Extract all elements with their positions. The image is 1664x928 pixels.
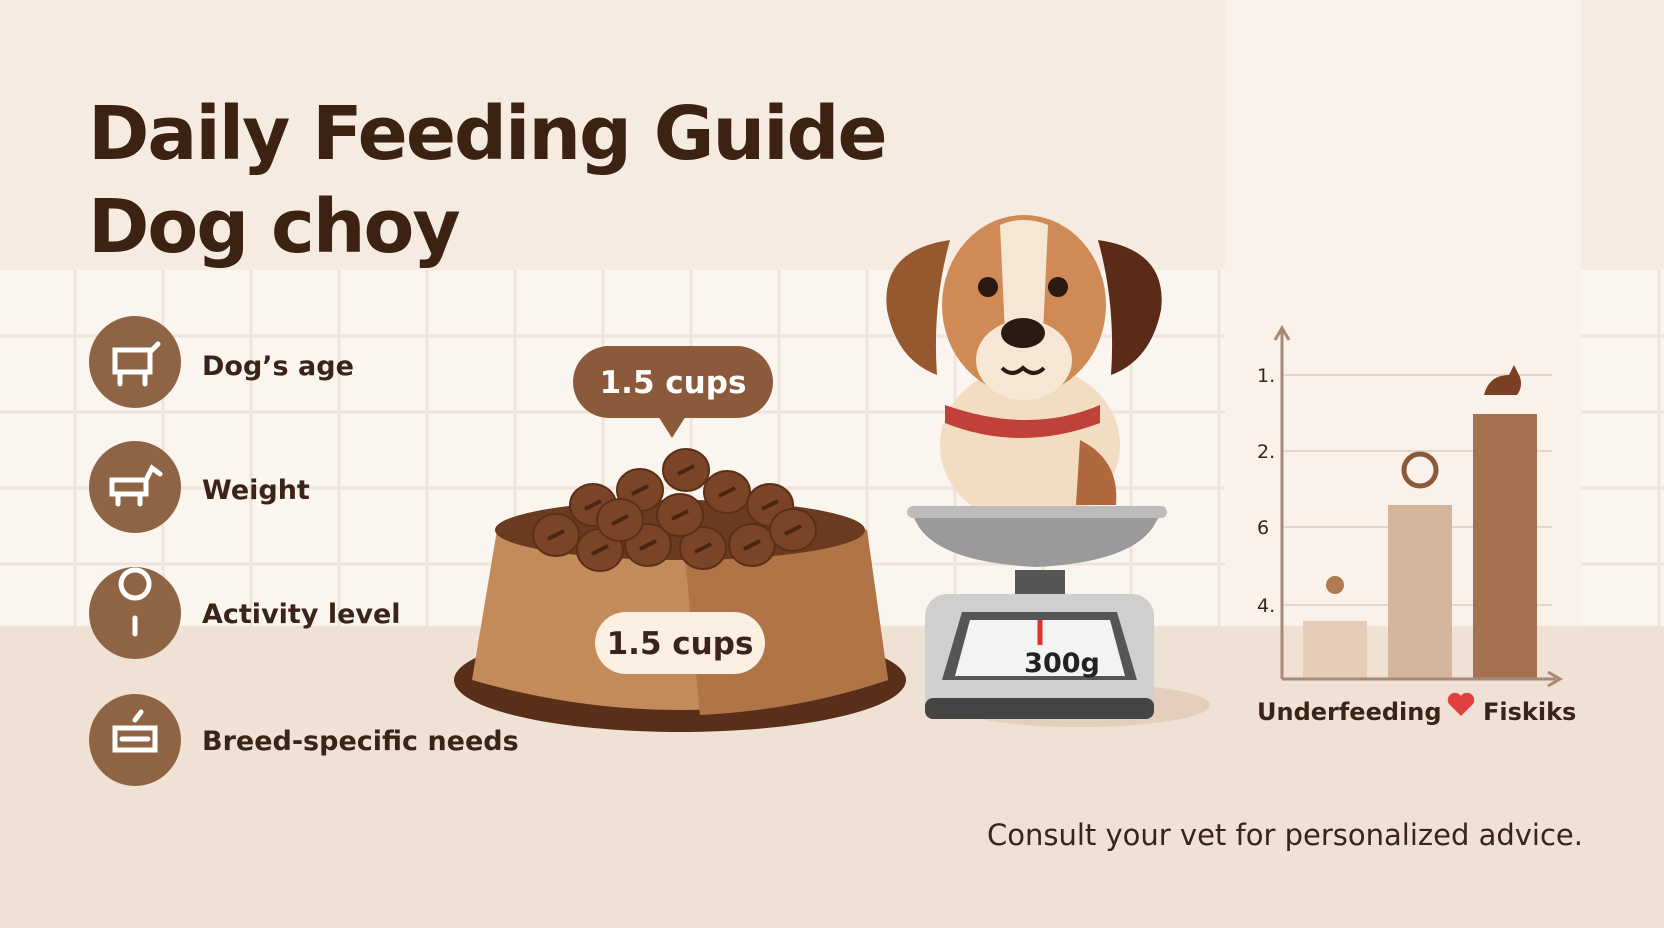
scale-reading: 300g	[1024, 648, 1100, 679]
scale-window	[955, 620, 1125, 676]
kibble-groove	[718, 486, 736, 498]
scale-pan	[909, 508, 1164, 567]
factor-label: Dog’s age	[202, 351, 354, 382]
axis-label: 6	[1257, 517, 1269, 539]
subtitle: Dog choy	[88, 184, 459, 270]
scale-foot	[925, 698, 1154, 719]
kibble-groove	[761, 499, 779, 511]
chart-bowl-icon	[1401, 451, 1439, 489]
dog-ear-left	[886, 240, 950, 375]
dog-body	[940, 365, 1120, 525]
glyph-activity	[118, 567, 152, 637]
kibble-groove	[671, 509, 689, 521]
dog-mouth	[1000, 365, 1046, 375]
bowl-label: 1.5 cups	[607, 626, 754, 662]
axis-label: 2.	[1257, 441, 1275, 463]
chart-bar	[1303, 621, 1367, 679]
glyph-weight	[109, 464, 163, 507]
footer-note: Consult your vet for personalized advice…	[987, 818, 1583, 852]
kibble-groove	[784, 524, 802, 536]
bowl-label-pill	[595, 612, 765, 674]
dog-ear-right	[1098, 240, 1162, 375]
legend-label: Underfeeding	[1257, 698, 1442, 726]
factor-label: Activity level	[202, 599, 401, 630]
glyph-age	[112, 341, 161, 387]
kibble-groove	[591, 544, 609, 556]
dog-eye	[978, 277, 998, 297]
kibble-groove	[743, 539, 761, 551]
dog-collar	[945, 405, 1100, 438]
dog-muzzle	[976, 320, 1072, 400]
legend-label: Fiskiks	[1483, 698, 1576, 726]
chart-dog-icon	[1484, 365, 1521, 395]
factor-label: Weight	[202, 475, 310, 506]
legend-heart	[1447, 692, 1475, 716]
glyph-breed	[112, 709, 158, 753]
kibble-groove	[547, 529, 565, 541]
chart-bar	[1473, 414, 1537, 679]
chart-bar	[1388, 505, 1452, 679]
bubble-tail	[658, 416, 686, 438]
icon-weight	[89, 441, 181, 533]
axis-label: 1.	[1257, 365, 1275, 387]
chart-axes	[1273, 325, 1563, 688]
bubble-label: 1.5 cups	[600, 365, 747, 401]
dog-nose	[1001, 318, 1045, 348]
scale-pan-rim	[907, 506, 1167, 518]
kibble-pile	[532, 448, 817, 572]
title: Daily Feeding Guide	[88, 91, 886, 177]
kibble-groove	[631, 484, 649, 496]
kibble-groove	[611, 514, 629, 526]
x-axis	[1282, 670, 1563, 688]
dog-spot	[1076, 440, 1117, 505]
dog-eye	[1048, 277, 1068, 297]
axis-label: 4.	[1257, 595, 1275, 617]
portion-bubble	[573, 346, 773, 418]
icon-activity	[89, 567, 181, 659]
factor-label: Breed-specific needs	[202, 726, 519, 757]
kibble-groove	[639, 539, 657, 551]
icon-glyphs	[109, 341, 163, 753]
kibble-groove	[584, 499, 602, 511]
chart-person-icon	[1326, 576, 1344, 594]
kibble-groove	[677, 464, 695, 476]
y-axis	[1273, 325, 1291, 679]
scale-stem	[1015, 570, 1065, 598]
icon-age	[89, 316, 181, 408]
kibble-groove	[694, 542, 712, 554]
